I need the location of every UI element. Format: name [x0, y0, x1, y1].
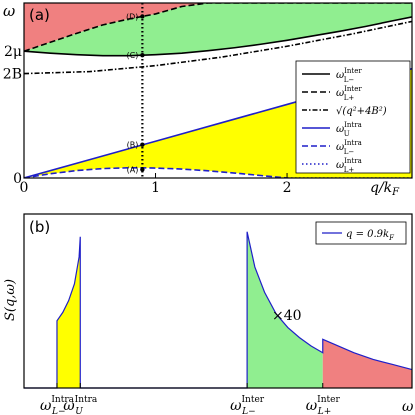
panel-b-fills: [56, 231, 412, 388]
panel-a: (A) (B) (C) (D) 0 1 2 0 2B 2μ (a) ω q/kF ωInter L…: [3, 2, 413, 198]
fill-region-b-0: [56, 236, 81, 388]
y-tick-label: 0: [13, 171, 22, 187]
panel-b-ylabel: S(q,ω): [3, 279, 18, 321]
x-tick-label: 1: [151, 180, 160, 196]
panel-a-tag: (a): [29, 6, 50, 24]
panel-b-ticks: ωIntra L−ωIntra U ωInter L− ωInter L+: [40, 383, 341, 415]
point-marker: [140, 142, 145, 147]
series-line-a-1: [24, 3, 412, 52]
x-tick-label: ωInter L−: [230, 395, 265, 415]
legend-box: [295, 60, 411, 174]
legend-entry: ωIntra L−: [336, 139, 362, 156]
point-label: (B): [127, 141, 139, 150]
panel-b-legend: q = 0.9kF: [315, 221, 407, 245]
series-line-a-0: [24, 16, 412, 57]
point-marker: [140, 167, 145, 172]
x-tick-label: ωIntra U: [63, 395, 98, 415]
point-label: (C): [127, 51, 139, 60]
fill-region-b-2: [322, 339, 412, 388]
panel-b-frame: [23, 213, 413, 389]
x-tick-label: 0: [20, 180, 29, 196]
y-tick-label: 2μ: [4, 44, 22, 60]
point-marker: [140, 14, 145, 19]
legend-entry: ωInter L−: [336, 67, 362, 84]
point-marker: [140, 53, 145, 58]
legend-entry: q = 0.9kF: [346, 229, 395, 242]
series-line-a-2: [24, 20, 412, 75]
panel-b-xlabel: ω: [402, 399, 414, 415]
panel-a-points: (A) (B) (C) (D): [126, 12, 145, 175]
legend-entry: ωInter L+: [336, 85, 362, 102]
x-tick-label: 2: [283, 180, 292, 196]
panel-a-xlabel: q/kF: [370, 180, 400, 198]
legend-entry: ωIntra U: [336, 121, 362, 138]
legend-entry: ωIntra L+: [336, 157, 362, 174]
fill-red-region: [24, 3, 412, 52]
panel-a-ylabel: ω: [3, 2, 15, 20]
panel-a-frame: [23, 2, 413, 179]
series-line-a-4: [24, 167, 288, 178]
x-tick-label: ωInter L+: [306, 395, 341, 415]
panel-b: ωIntra L−ωIntra U ωInter L− ωInter L+ (b) S(q,…: [3, 213, 414, 415]
x-tick-label: ωIntra L−: [40, 395, 75, 415]
panel-b-annotation: ×40: [272, 308, 302, 324]
legend-entry: √(q²+4B²): [336, 106, 387, 117]
legend-box: [315, 221, 407, 245]
panel-b-tag: (b): [29, 218, 50, 236]
panel-b-lines: [24, 231, 413, 389]
point-label: (D): [126, 12, 138, 21]
fill-green-region: [24, 3, 412, 56]
point-label: (A): [127, 166, 139, 175]
fill-region-b-1: [247, 231, 323, 388]
series-line-b: [24, 231, 413, 389]
y-tick-label: 2B: [3, 67, 22, 83]
